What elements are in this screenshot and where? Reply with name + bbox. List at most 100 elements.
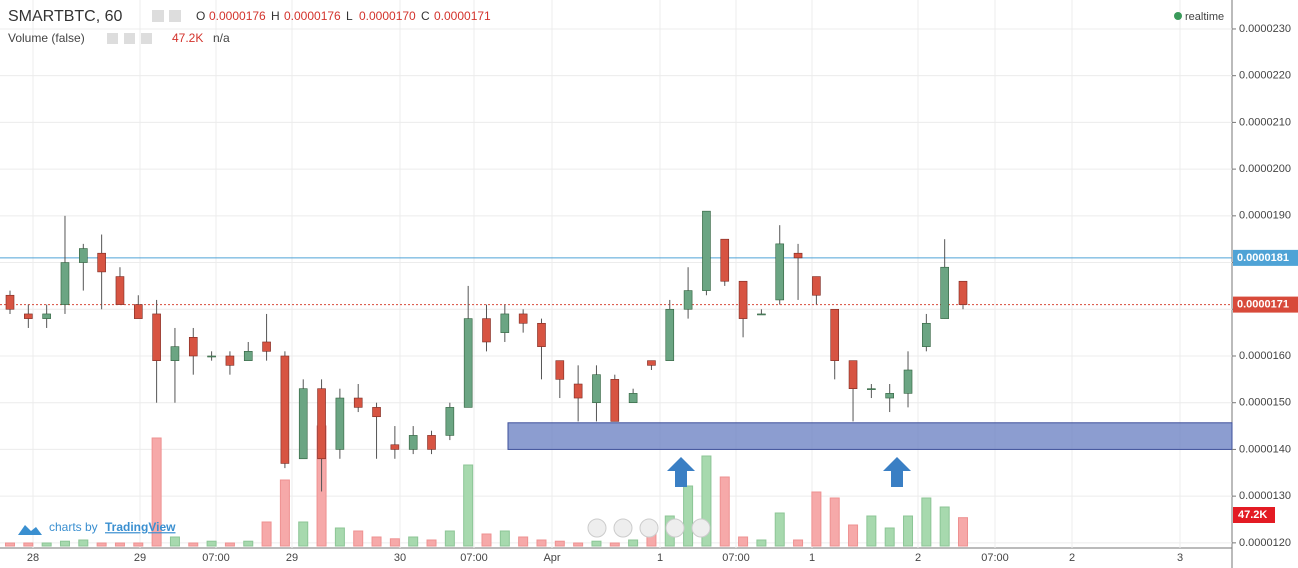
nav-button[interactable]	[691, 518, 711, 538]
y-tick-label: 0.0000200	[1239, 163, 1291, 175]
icon[interactable]	[124, 33, 135, 44]
x-tick-label: 1	[657, 552, 663, 564]
volume-bar	[921, 497, 932, 547]
volume-bar	[279, 479, 290, 547]
symbol-title: SMARTBTC, 60	[8, 8, 123, 25]
volume-bar	[958, 517, 968, 547]
candle-body	[885, 393, 894, 399]
volume-bar	[793, 539, 804, 547]
candle-body	[97, 252, 106, 273]
candle-body	[170, 346, 180, 361]
candle-body	[317, 388, 326, 460]
price-badge	[1233, 249, 1298, 266]
candle-body	[353, 397, 363, 408]
candle-body	[922, 322, 931, 347]
candle-body	[940, 266, 949, 319]
candle-body	[298, 388, 308, 460]
volume-bar	[426, 539, 437, 547]
navigation	[587, 518, 711, 538]
volume-bar	[41, 542, 52, 547]
volume-bar	[114, 542, 125, 547]
candle-body	[207, 355, 216, 358]
candle-body	[518, 313, 528, 324]
candle-body	[665, 308, 675, 361]
y-tick-label: 0.0000150	[1239, 397, 1291, 409]
volume-bar	[133, 542, 144, 547]
branding-name[interactable]: TradingView	[105, 520, 176, 534]
volume-bar	[78, 539, 89, 547]
volume-badge	[1233, 507, 1275, 523]
ohlc-key: L	[346, 9, 353, 23]
nav-button[interactable]	[587, 518, 607, 538]
support-zone	[507, 422, 1233, 450]
volume-bar	[701, 455, 712, 547]
candle-body	[903, 369, 913, 394]
candle-body	[830, 308, 840, 361]
candle-body	[848, 360, 858, 389]
candle-body	[702, 210, 711, 291]
volume-bar	[59, 540, 70, 547]
nav-button[interactable]	[665, 518, 685, 538]
status: realtime	[1185, 11, 1224, 23]
x-tick-label: 07:00	[460, 552, 488, 564]
icon[interactable]	[141, 33, 152, 44]
icon[interactable]	[107, 33, 118, 44]
volume-bar	[719, 476, 730, 547]
icon[interactable]	[169, 10, 181, 22]
x-tick-label: 29	[286, 552, 298, 564]
candle-body	[390, 444, 400, 450]
price-badge-label: 0.0000171	[1237, 299, 1289, 311]
volume-bar	[903, 515, 914, 547]
volume-bar	[243, 540, 254, 547]
volume-bar	[353, 530, 364, 547]
volume-na: n/a	[213, 31, 230, 45]
candle-body	[445, 407, 455, 436]
candle-body	[133, 304, 143, 319]
candle-body	[152, 313, 161, 361]
nav-button[interactable]	[639, 518, 659, 538]
volume-bar	[169, 536, 180, 547]
nav-button[interactable]	[613, 518, 633, 538]
x-tick-label: 1	[809, 552, 815, 564]
candle-body	[537, 322, 546, 347]
volume-bar	[811, 491, 822, 547]
candle-body	[463, 318, 473, 408]
x-tick-label: 07:00	[202, 552, 230, 564]
candle-body	[280, 355, 290, 464]
grid	[0, 0, 1232, 548]
candle-body	[592, 374, 601, 404]
candle-body	[24, 313, 33, 319]
candle-body	[60, 262, 70, 305]
x-tick-label: 07:00	[722, 552, 750, 564]
candle-body	[243, 351, 253, 361]
plot	[0, 210, 1233, 547]
volume-bar	[866, 515, 877, 547]
candle-body	[628, 393, 638, 404]
icon[interactable]	[152, 10, 164, 22]
volume-bar	[554, 540, 565, 547]
candle-body	[958, 280, 968, 305]
candle-body	[408, 435, 418, 450]
candle-body	[79, 248, 88, 263]
candle-body	[372, 407, 381, 418]
candle-body	[775, 243, 785, 301]
volume-badge-label: 47.2K	[1238, 509, 1267, 521]
volume-bar	[389, 538, 400, 547]
volume-bar	[939, 506, 950, 547]
y-tick-label: 0.0000130	[1239, 490, 1291, 502]
candle-body	[867, 388, 876, 390]
volume-bar	[628, 539, 639, 547]
ohlc-header: O 0.0000176 H 0.0000176 L 0.0000170 C 0.0000171	[196, 9, 491, 23]
y-tick-label: 0.0000160	[1239, 350, 1291, 362]
volume-bar	[481, 533, 492, 547]
volume-bar	[829, 497, 840, 547]
x-tick-label: 28	[27, 552, 39, 564]
y-tick-label: 0.0000210	[1239, 116, 1291, 128]
candle-body	[738, 280, 748, 319]
volume-bar	[188, 542, 199, 547]
price-badge-label: 0.0000181	[1237, 252, 1289, 264]
volume-bar	[573, 542, 584, 547]
ohlc-key: C	[421, 9, 430, 23]
